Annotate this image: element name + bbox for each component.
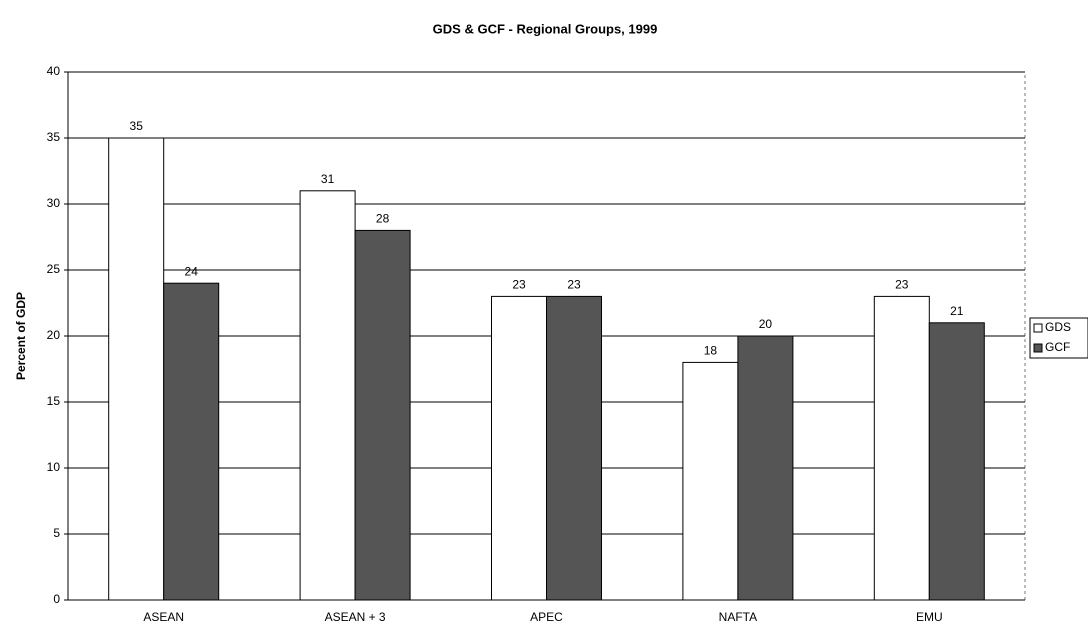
- bar: [299, 190, 356, 601]
- y-axis-label: Percent of GDP: [14, 292, 28, 380]
- legend-swatch: [1033, 323, 1043, 333]
- x-tick-label: EMU: [916, 610, 943, 624]
- data-label: 28: [376, 212, 390, 226]
- legend-label: GDS: [1045, 320, 1071, 334]
- x-tick-label: ASEAN + 3: [325, 610, 386, 624]
- bar: [491, 295, 547, 601]
- y-tick-label: 20: [47, 328, 61, 342]
- bar: [354, 229, 411, 601]
- y-tick-label: 10: [47, 460, 61, 474]
- legend-swatch: [1033, 343, 1043, 353]
- bar: [682, 361, 739, 601]
- y-tick-label: 15: [47, 394, 61, 408]
- bar: [108, 137, 165, 601]
- data-label: 23: [567, 278, 581, 292]
- y-tick-label: 0: [53, 592, 60, 606]
- data-label: 35: [130, 119, 144, 133]
- bar: [737, 335, 794, 601]
- bar: [163, 282, 220, 601]
- data-label: 18: [704, 344, 718, 358]
- legend-label: GCF: [1045, 340, 1070, 354]
- y-tick-label: 30: [47, 196, 61, 210]
- y-tick-label: 40: [47, 64, 61, 78]
- bar: [546, 295, 602, 601]
- chart-title: GDS & GCF - Regional Groups, 1999: [433, 21, 658, 36]
- data-label: 21: [950, 304, 964, 318]
- y-tick-label: 35: [47, 130, 61, 144]
- bar: [928, 322, 985, 601]
- bar: [873, 295, 930, 601]
- data-label: 24: [185, 264, 199, 278]
- data-label: 20: [759, 317, 773, 331]
- y-tick-label: 5: [53, 526, 60, 540]
- data-label: 23: [512, 278, 526, 292]
- y-tick-label: 25: [47, 262, 61, 276]
- data-label: 31: [321, 172, 335, 186]
- x-tick-label: ASEAN: [143, 610, 184, 624]
- x-tick-label: NAFTA: [719, 610, 757, 624]
- x-tick-label: APEC: [530, 610, 563, 624]
- data-label: 23: [895, 278, 909, 292]
